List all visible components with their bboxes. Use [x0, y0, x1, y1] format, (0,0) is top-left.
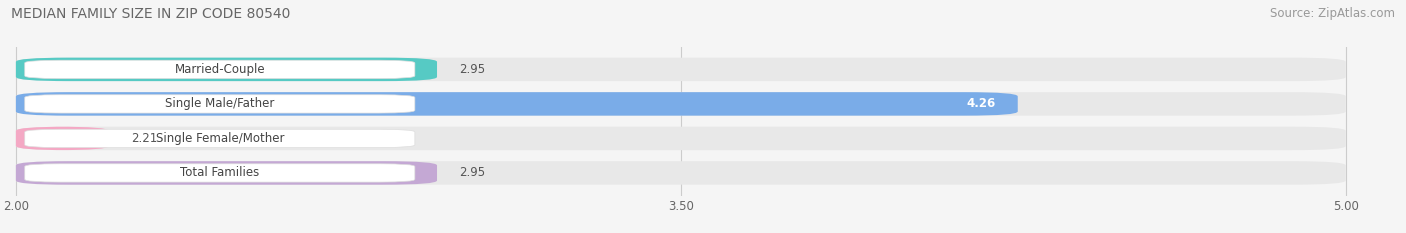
- Text: Single Female/Mother: Single Female/Mother: [156, 132, 284, 145]
- FancyBboxPatch shape: [15, 161, 437, 185]
- Text: MEDIAN FAMILY SIZE IN ZIP CODE 80540: MEDIAN FAMILY SIZE IN ZIP CODE 80540: [11, 7, 291, 21]
- FancyBboxPatch shape: [25, 129, 415, 147]
- Text: 2.95: 2.95: [460, 63, 485, 76]
- FancyBboxPatch shape: [15, 127, 110, 150]
- Text: Married-Couple: Married-Couple: [174, 63, 266, 76]
- FancyBboxPatch shape: [15, 92, 1018, 116]
- FancyBboxPatch shape: [15, 92, 1346, 116]
- FancyBboxPatch shape: [25, 164, 415, 182]
- Text: 2.95: 2.95: [460, 166, 485, 179]
- Text: 2.21: 2.21: [131, 132, 157, 145]
- FancyBboxPatch shape: [15, 58, 437, 81]
- FancyBboxPatch shape: [25, 60, 415, 79]
- Text: 4.26: 4.26: [966, 97, 995, 110]
- FancyBboxPatch shape: [25, 95, 415, 113]
- FancyBboxPatch shape: [15, 58, 1346, 81]
- Text: Source: ZipAtlas.com: Source: ZipAtlas.com: [1270, 7, 1395, 20]
- FancyBboxPatch shape: [15, 127, 1346, 150]
- Text: Total Families: Total Families: [180, 166, 260, 179]
- Text: Single Male/Father: Single Male/Father: [165, 97, 274, 110]
- FancyBboxPatch shape: [15, 161, 1346, 185]
